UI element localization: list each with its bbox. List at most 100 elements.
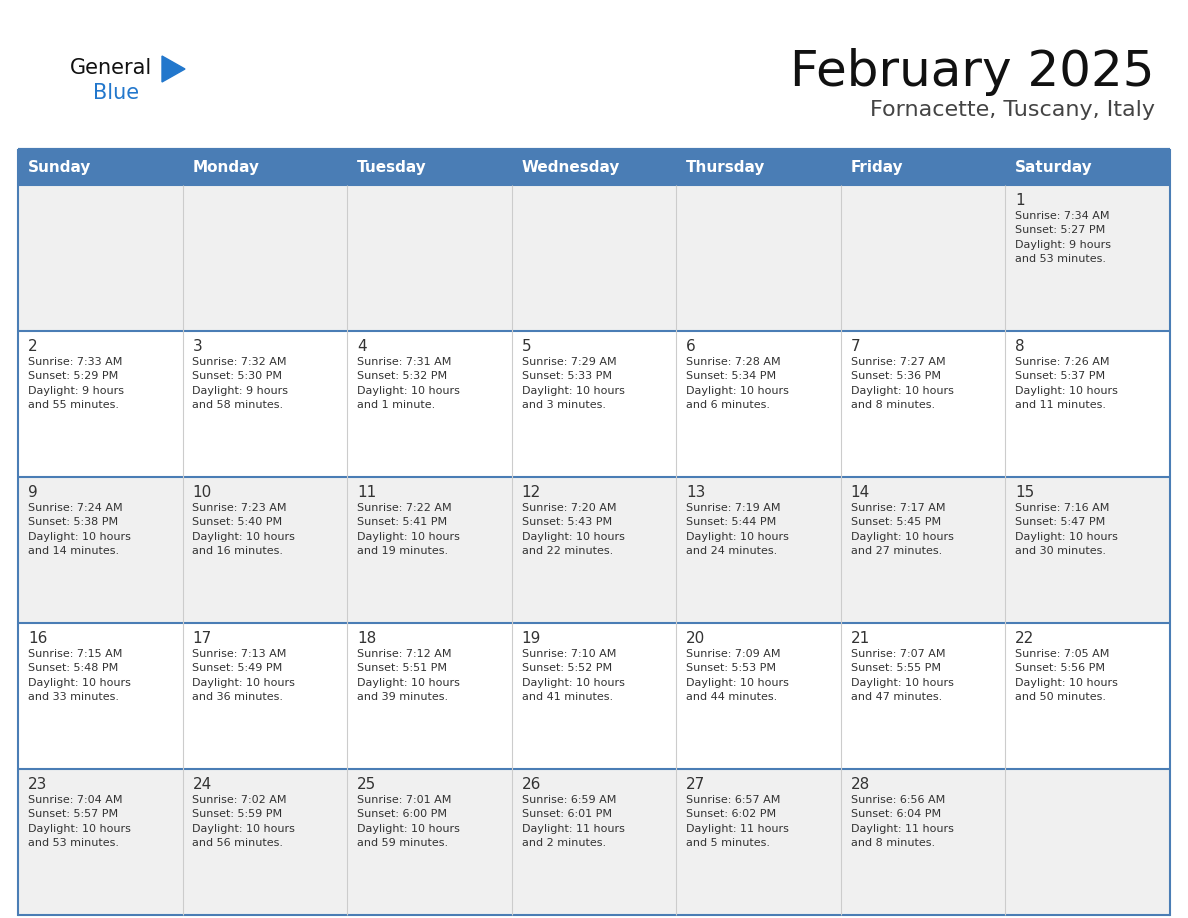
Bar: [676, 477, 841, 623]
Text: Sunrise: 6:56 AM
Sunset: 6:04 PM
Daylight: 11 hours
and 8 minutes.: Sunrise: 6:56 AM Sunset: 6:04 PM Dayligh…: [851, 795, 954, 848]
Bar: [1005, 331, 1170, 477]
Bar: [676, 185, 841, 331]
Text: Sunday: Sunday: [27, 160, 91, 175]
Text: Sunrise: 7:33 AM
Sunset: 5:29 PM
Daylight: 9 hours
and 55 minutes.: Sunrise: 7:33 AM Sunset: 5:29 PM Dayligh…: [27, 357, 124, 410]
Bar: [183, 150, 347, 185]
Bar: [183, 331, 347, 477]
Text: General: General: [70, 58, 152, 78]
Text: Saturday: Saturday: [1016, 160, 1093, 175]
Text: Sunrise: 7:15 AM
Sunset: 5:48 PM
Daylight: 10 hours
and 33 minutes.: Sunrise: 7:15 AM Sunset: 5:48 PM Dayligh…: [27, 649, 131, 702]
Text: Sunrise: 7:07 AM
Sunset: 5:55 PM
Daylight: 10 hours
and 47 minutes.: Sunrise: 7:07 AM Sunset: 5:55 PM Dayligh…: [851, 649, 954, 702]
Bar: [1005, 769, 1170, 915]
Text: 9: 9: [27, 485, 38, 500]
Text: 8: 8: [1016, 339, 1025, 354]
Text: Sunrise: 7:28 AM
Sunset: 5:34 PM
Daylight: 10 hours
and 6 minutes.: Sunrise: 7:28 AM Sunset: 5:34 PM Dayligh…: [687, 357, 789, 410]
Bar: [18, 623, 183, 769]
Text: Sunrise: 7:26 AM
Sunset: 5:37 PM
Daylight: 10 hours
and 11 minutes.: Sunrise: 7:26 AM Sunset: 5:37 PM Dayligh…: [1016, 357, 1118, 410]
Bar: [676, 769, 841, 915]
Text: 13: 13: [687, 485, 706, 500]
Bar: [841, 769, 1005, 915]
Text: 10: 10: [192, 485, 211, 500]
Text: Sunrise: 7:13 AM
Sunset: 5:49 PM
Daylight: 10 hours
and 36 minutes.: Sunrise: 7:13 AM Sunset: 5:49 PM Dayligh…: [192, 649, 296, 702]
Bar: [347, 150, 512, 185]
Text: 1: 1: [1016, 193, 1025, 208]
Text: 14: 14: [851, 485, 870, 500]
Bar: [18, 150, 183, 185]
Text: 4: 4: [358, 339, 367, 354]
Text: February 2025: February 2025: [790, 48, 1155, 96]
Bar: [18, 769, 183, 915]
Text: Sunrise: 7:29 AM
Sunset: 5:33 PM
Daylight: 10 hours
and 3 minutes.: Sunrise: 7:29 AM Sunset: 5:33 PM Dayligh…: [522, 357, 625, 410]
Bar: [841, 150, 1005, 185]
Text: Sunrise: 7:31 AM
Sunset: 5:32 PM
Daylight: 10 hours
and 1 minute.: Sunrise: 7:31 AM Sunset: 5:32 PM Dayligh…: [358, 357, 460, 410]
Text: 28: 28: [851, 777, 870, 792]
Text: Sunrise: 7:34 AM
Sunset: 5:27 PM
Daylight: 9 hours
and 53 minutes.: Sunrise: 7:34 AM Sunset: 5:27 PM Dayligh…: [1016, 211, 1111, 264]
Bar: [841, 185, 1005, 331]
Text: Sunrise: 7:04 AM
Sunset: 5:57 PM
Daylight: 10 hours
and 53 minutes.: Sunrise: 7:04 AM Sunset: 5:57 PM Dayligh…: [27, 795, 131, 848]
Bar: [512, 331, 676, 477]
Bar: [841, 477, 1005, 623]
Text: Sunrise: 7:32 AM
Sunset: 5:30 PM
Daylight: 9 hours
and 58 minutes.: Sunrise: 7:32 AM Sunset: 5:30 PM Dayligh…: [192, 357, 289, 410]
Text: Fornacette, Tuscany, Italy: Fornacette, Tuscany, Italy: [870, 100, 1155, 120]
Text: 12: 12: [522, 485, 541, 500]
Text: Sunrise: 7:27 AM
Sunset: 5:36 PM
Daylight: 10 hours
and 8 minutes.: Sunrise: 7:27 AM Sunset: 5:36 PM Dayligh…: [851, 357, 954, 410]
Text: Sunrise: 7:23 AM
Sunset: 5:40 PM
Daylight: 10 hours
and 16 minutes.: Sunrise: 7:23 AM Sunset: 5:40 PM Dayligh…: [192, 503, 296, 556]
Text: 22: 22: [1016, 631, 1035, 646]
Bar: [18, 185, 183, 331]
Text: Sunrise: 7:01 AM
Sunset: 6:00 PM
Daylight: 10 hours
and 59 minutes.: Sunrise: 7:01 AM Sunset: 6:00 PM Dayligh…: [358, 795, 460, 848]
Text: 17: 17: [192, 631, 211, 646]
Text: Sunrise: 7:10 AM
Sunset: 5:52 PM
Daylight: 10 hours
and 41 minutes.: Sunrise: 7:10 AM Sunset: 5:52 PM Dayligh…: [522, 649, 625, 702]
Text: 2: 2: [27, 339, 38, 354]
Bar: [1005, 185, 1170, 331]
Text: 23: 23: [27, 777, 48, 792]
Bar: [841, 623, 1005, 769]
Text: 6: 6: [687, 339, 696, 354]
Bar: [1005, 623, 1170, 769]
Text: Friday: Friday: [851, 160, 903, 175]
Text: Sunrise: 7:09 AM
Sunset: 5:53 PM
Daylight: 10 hours
and 44 minutes.: Sunrise: 7:09 AM Sunset: 5:53 PM Dayligh…: [687, 649, 789, 702]
Bar: [1005, 477, 1170, 623]
Bar: [676, 331, 841, 477]
Text: 26: 26: [522, 777, 541, 792]
Bar: [512, 769, 676, 915]
Bar: [183, 769, 347, 915]
Text: Sunrise: 7:16 AM
Sunset: 5:47 PM
Daylight: 10 hours
and 30 minutes.: Sunrise: 7:16 AM Sunset: 5:47 PM Dayligh…: [1016, 503, 1118, 556]
Text: Sunrise: 6:57 AM
Sunset: 6:02 PM
Daylight: 11 hours
and 5 minutes.: Sunrise: 6:57 AM Sunset: 6:02 PM Dayligh…: [687, 795, 789, 848]
Text: 24: 24: [192, 777, 211, 792]
Bar: [347, 769, 512, 915]
Bar: [347, 477, 512, 623]
Text: 15: 15: [1016, 485, 1035, 500]
Bar: [512, 150, 676, 185]
Bar: [676, 150, 841, 185]
Text: 21: 21: [851, 631, 870, 646]
Text: Sunrise: 7:05 AM
Sunset: 5:56 PM
Daylight: 10 hours
and 50 minutes.: Sunrise: 7:05 AM Sunset: 5:56 PM Dayligh…: [1016, 649, 1118, 702]
Text: 7: 7: [851, 339, 860, 354]
Bar: [512, 185, 676, 331]
Text: Sunrise: 7:02 AM
Sunset: 5:59 PM
Daylight: 10 hours
and 56 minutes.: Sunrise: 7:02 AM Sunset: 5:59 PM Dayligh…: [192, 795, 296, 848]
Bar: [512, 477, 676, 623]
Text: Wednesday: Wednesday: [522, 160, 620, 175]
Bar: [18, 331, 183, 477]
Text: 16: 16: [27, 631, 48, 646]
Bar: [183, 185, 347, 331]
Text: Sunrise: 7:17 AM
Sunset: 5:45 PM
Daylight: 10 hours
and 27 minutes.: Sunrise: 7:17 AM Sunset: 5:45 PM Dayligh…: [851, 503, 954, 556]
Text: Blue: Blue: [93, 83, 139, 103]
Text: Sunrise: 7:22 AM
Sunset: 5:41 PM
Daylight: 10 hours
and 19 minutes.: Sunrise: 7:22 AM Sunset: 5:41 PM Dayligh…: [358, 503, 460, 556]
Text: Sunrise: 7:20 AM
Sunset: 5:43 PM
Daylight: 10 hours
and 22 minutes.: Sunrise: 7:20 AM Sunset: 5:43 PM Dayligh…: [522, 503, 625, 556]
Text: Sunrise: 7:19 AM
Sunset: 5:44 PM
Daylight: 10 hours
and 24 minutes.: Sunrise: 7:19 AM Sunset: 5:44 PM Dayligh…: [687, 503, 789, 556]
Text: 20: 20: [687, 631, 706, 646]
Text: Tuesday: Tuesday: [358, 160, 426, 175]
Text: 27: 27: [687, 777, 706, 792]
Text: Sunrise: 7:12 AM
Sunset: 5:51 PM
Daylight: 10 hours
and 39 minutes.: Sunrise: 7:12 AM Sunset: 5:51 PM Dayligh…: [358, 649, 460, 702]
Bar: [347, 185, 512, 331]
Polygon shape: [162, 56, 185, 82]
Bar: [347, 331, 512, 477]
Text: 19: 19: [522, 631, 541, 646]
Bar: [183, 477, 347, 623]
Bar: [18, 477, 183, 623]
Bar: [1005, 150, 1170, 185]
Text: Sunrise: 7:24 AM
Sunset: 5:38 PM
Daylight: 10 hours
and 14 minutes.: Sunrise: 7:24 AM Sunset: 5:38 PM Dayligh…: [27, 503, 131, 556]
Bar: [512, 623, 676, 769]
Text: 25: 25: [358, 777, 377, 792]
Bar: [347, 623, 512, 769]
